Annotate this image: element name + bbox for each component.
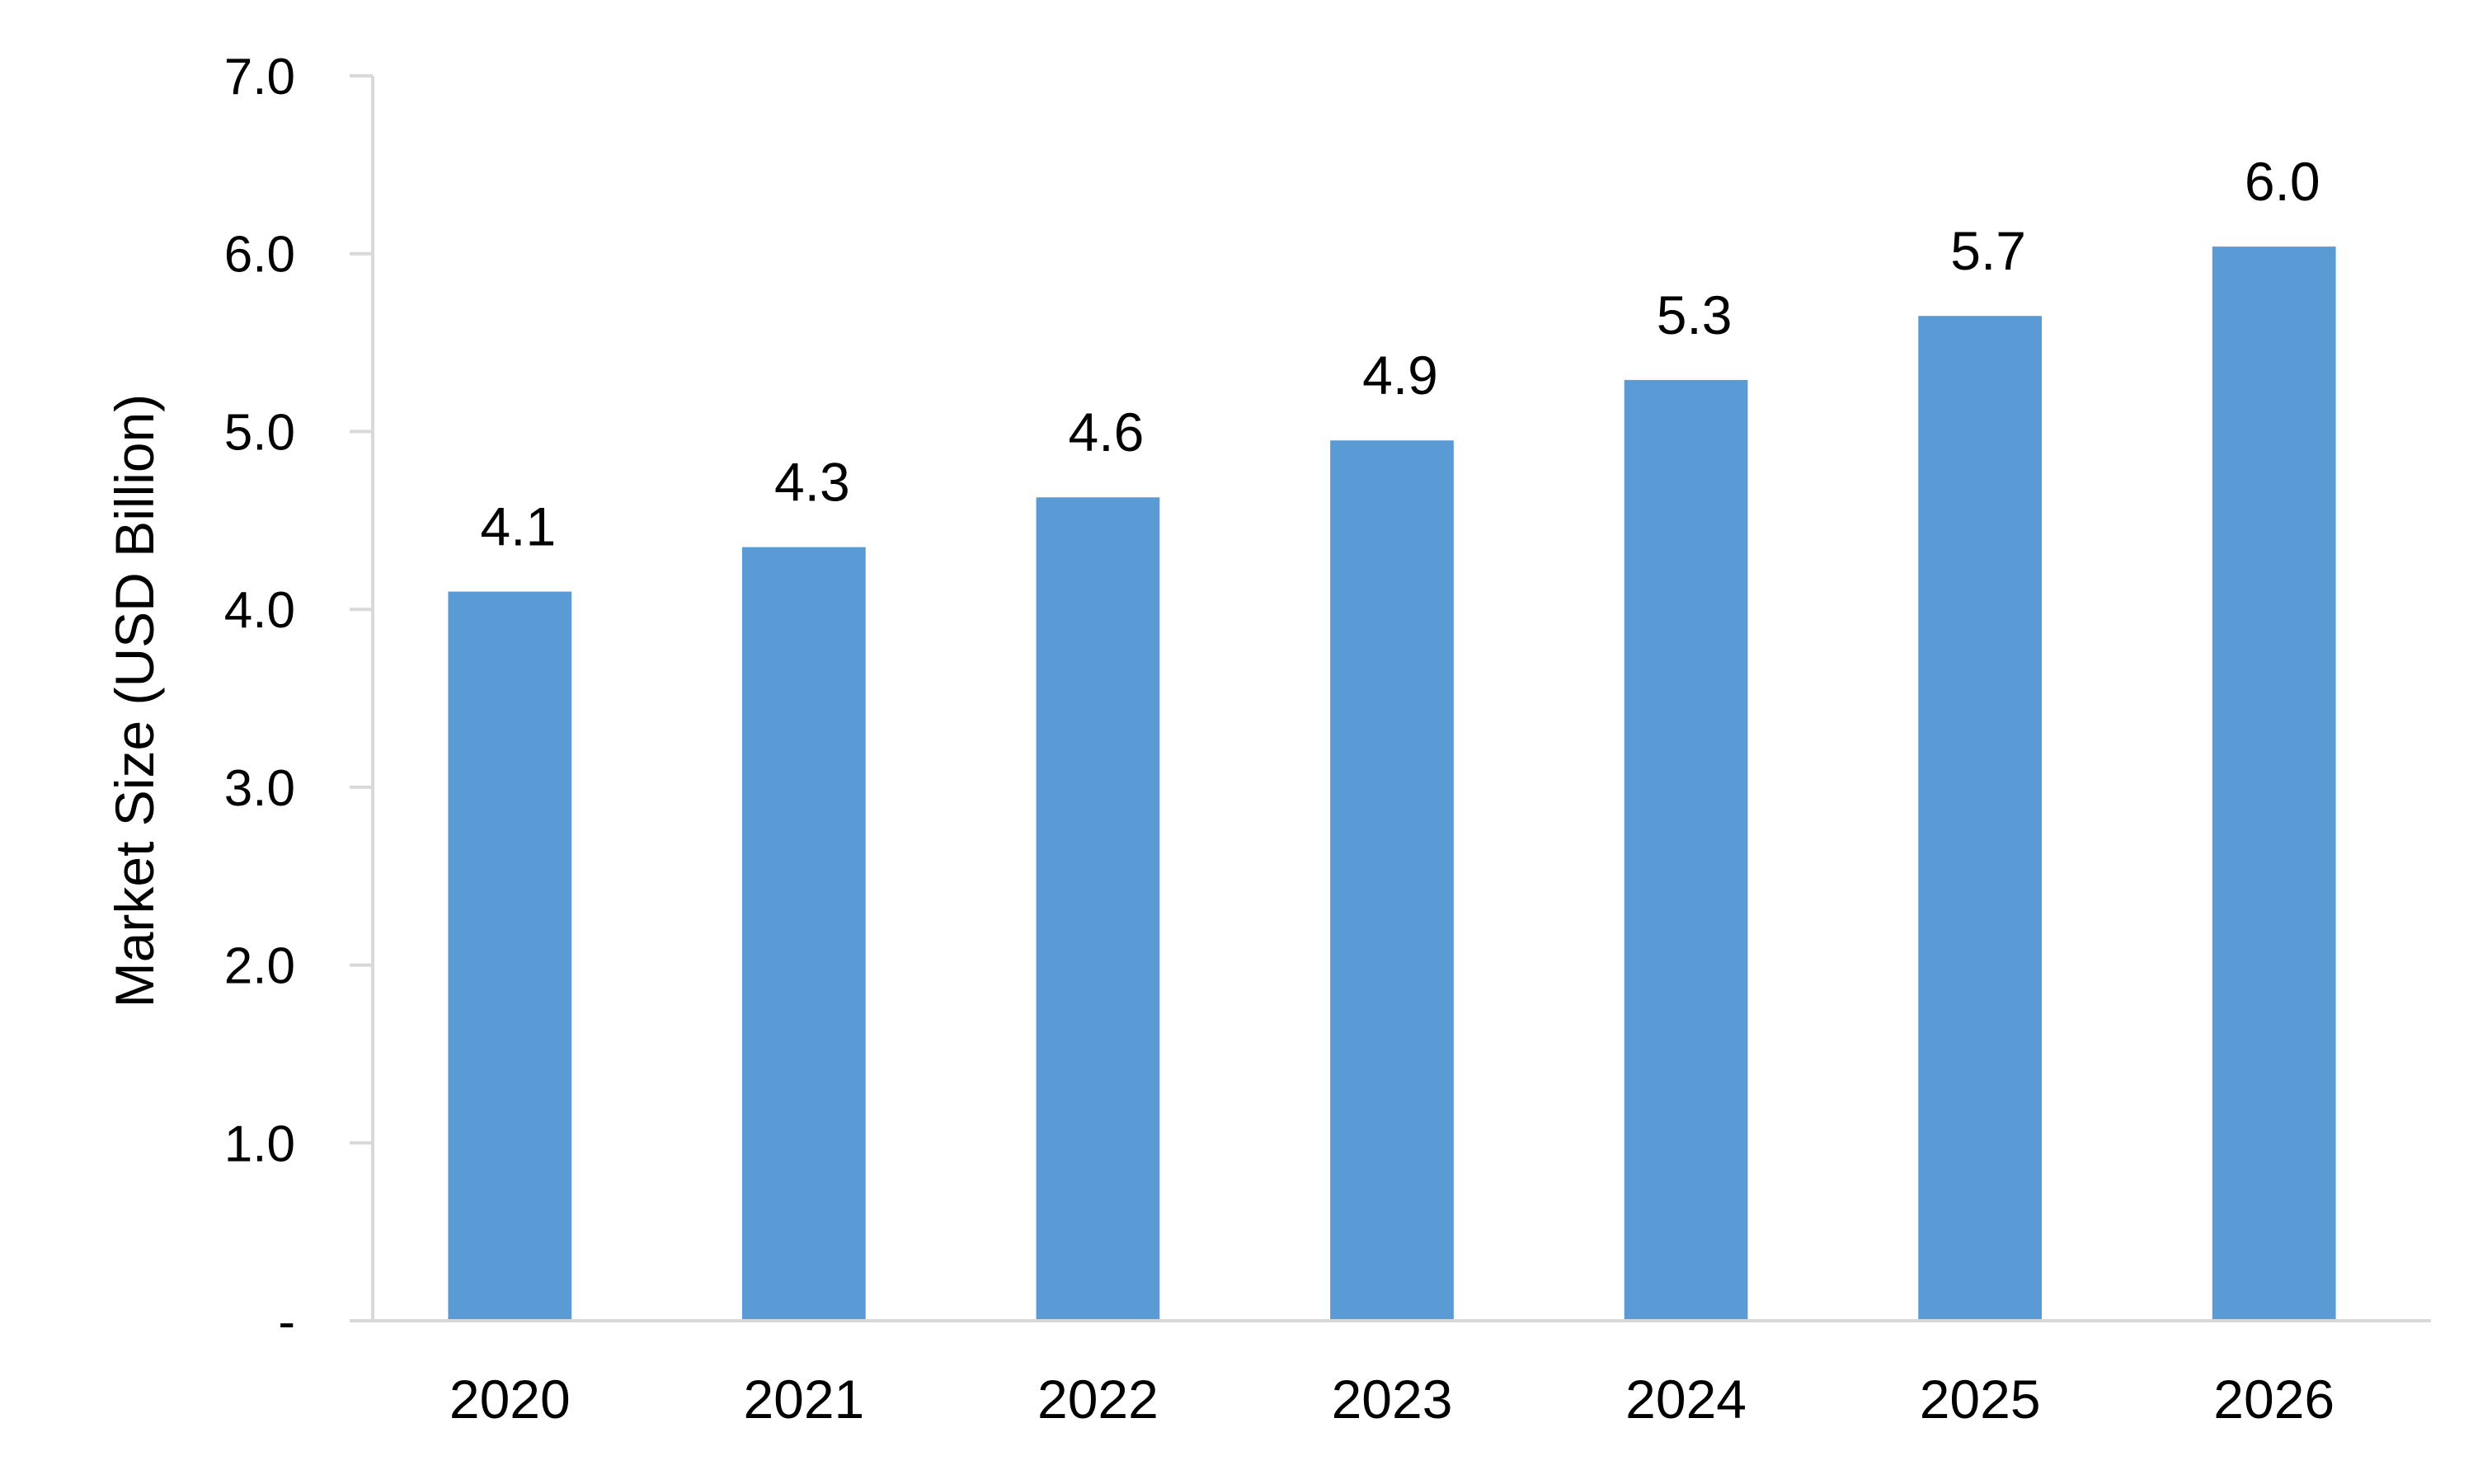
- x-tick-label: 2025: [1920, 1369, 2041, 1430]
- data-labels: 4.1 4.3 4.6 4.9 5.3 5.7 6.0: [480, 151, 2320, 556]
- bar-2022: [1036, 497, 1160, 1321]
- x-tick-label: 2023: [1332, 1369, 1453, 1430]
- data-label-2020: 4.1: [480, 496, 556, 557]
- y-tick-label: 1.0: [224, 1115, 295, 1172]
- x-tick-label: 2021: [743, 1369, 864, 1430]
- bar-2025: [1918, 316, 2043, 1321]
- y-tick-label: 7.0: [224, 49, 295, 106]
- bar-2024: [1624, 379, 1748, 1321]
- y-tick-label: -: [278, 1294, 295, 1350]
- data-label-2023: 4.9: [1362, 345, 1438, 406]
- bar-2023: [1330, 440, 1454, 1321]
- bar-series: [448, 247, 2336, 1322]
- y-tick-label: 4.0: [224, 582, 295, 639]
- data-label-2026: 6.0: [2245, 151, 2320, 212]
- x-axis-tick-labels: 2020 2021 2022 2023 2024 2025 2026: [449, 1369, 2334, 1430]
- bar-2026: [2212, 247, 2336, 1322]
- data-label-2021: 4.3: [774, 452, 850, 513]
- data-label-2025: 5.7: [1950, 220, 2026, 281]
- y-tick-label: 5.0: [224, 404, 295, 461]
- y-tick-label: 2.0: [224, 938, 295, 995]
- y-axis-title: Market Size (USD Billion): [104, 394, 165, 1008]
- data-label-2022: 4.6: [1069, 402, 1145, 463]
- x-tick-label: 2020: [449, 1369, 571, 1430]
- x-tick-label: 2022: [1037, 1369, 1159, 1430]
- data-label-2024: 5.3: [1657, 284, 1733, 345]
- x-tick-label: 2024: [1625, 1369, 1747, 1430]
- bar-2021: [741, 547, 866, 1321]
- bar-2020: [448, 591, 572, 1321]
- y-tick-label: 6.0: [224, 227, 295, 284]
- y-axis-ticks: - 1.0 2.0 3.0 4.0 5.0 6.0 7.0: [224, 49, 373, 1350]
- x-tick-label: 2026: [2213, 1369, 2334, 1430]
- y-tick-label: 3.0: [224, 760, 295, 817]
